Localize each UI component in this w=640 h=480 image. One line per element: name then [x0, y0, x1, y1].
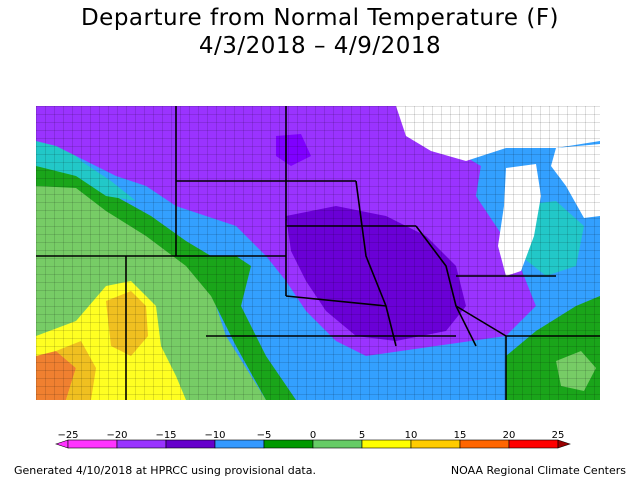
legend-tick-label: 10: [405, 430, 418, 441]
legend-tick-label: −10: [204, 430, 225, 441]
legend-swatch: [508, 439, 559, 449]
legend-tick-label: −20: [106, 430, 127, 441]
legend-tick-label: −25: [57, 430, 78, 441]
map-canvas: [36, 106, 600, 400]
legend-swatch: [459, 439, 510, 449]
state-borders: [36, 106, 600, 400]
legend-tick-label: 25: [552, 430, 565, 441]
legend-swatch: [67, 439, 118, 449]
legend-tick-label: −15: [155, 430, 176, 441]
legend-swatch: [361, 439, 412, 449]
footer-generated-note: Generated 4/10/2018 at HPRCC using provi…: [14, 464, 316, 477]
legend-arrow-high: [557, 439, 571, 449]
legend-tick-label: 15: [454, 430, 467, 441]
footer-source: NOAA Regional Climate Centers: [450, 464, 626, 477]
legend-tick-label: −5: [257, 430, 272, 441]
legend-swatch: [312, 439, 363, 449]
title-line-1: Departure from Normal Temperature (F): [80, 5, 560, 31]
legend-swatch: [116, 439, 167, 449]
legend-swatch: [263, 439, 314, 449]
legend-arrow-low: [55, 439, 69, 449]
legend-tick-label: 0: [310, 430, 316, 441]
temperature-departure-map: [36, 106, 600, 400]
map-title: Departure from Normal Temperature (F) 4/…: [0, 4, 640, 60]
legend-swatch: [165, 439, 216, 449]
title-line-2: 4/3/2018 – 4/9/2018: [198, 33, 442, 59]
legend-tick-label: 20: [503, 430, 516, 441]
color-legend: −25 −20 −15 −10 −5 0 5 10 15 20 25: [55, 430, 571, 449]
legend-tick-label: 5: [359, 430, 365, 441]
legend-swatch: [214, 439, 265, 449]
county-lines: [36, 106, 600, 400]
legend-swatch: [410, 439, 461, 449]
